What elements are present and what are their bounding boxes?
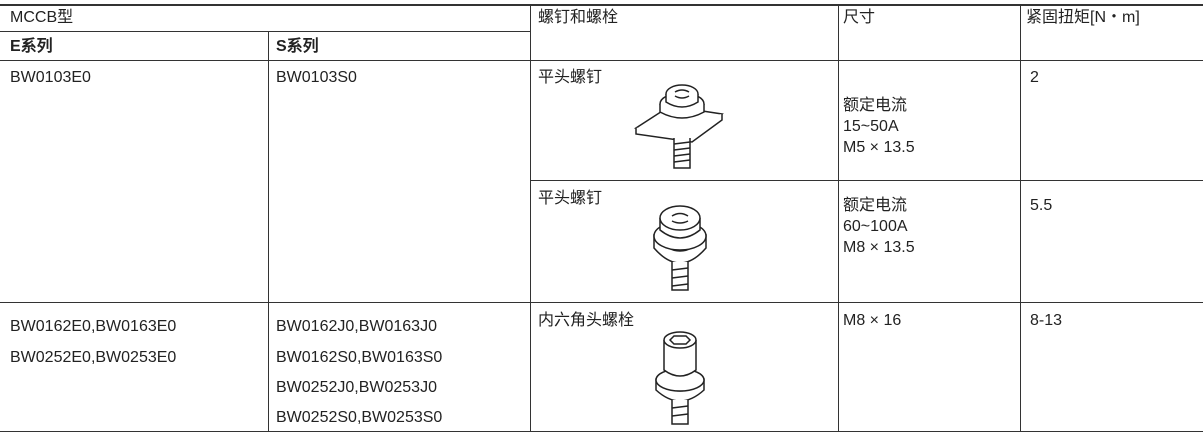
size: 额定电流 <box>843 197 908 214</box>
size: 额定电流 <box>843 97 908 114</box>
rule <box>0 31 530 32</box>
model: BW0162E0,BW0163E0 <box>10 318 177 335</box>
torque: 8-13 <box>1030 312 1063 329</box>
model: BW0252S0,BW0253S0 <box>276 409 443 426</box>
rule <box>530 180 1203 181</box>
screw-name: 平头螺钉 <box>538 69 603 86</box>
header-cell: E系列 <box>10 38 53 55</box>
model: BW0162J0,BW0163J0 <box>276 318 437 335</box>
rule <box>0 60 1203 61</box>
size: M8 × 16 <box>843 312 902 329</box>
screw-name: 内六角头螺栓 <box>538 312 635 329</box>
screw-illustration <box>653 205 707 291</box>
rule <box>1020 5 1021 432</box>
model: BW0252J0,BW0253J0 <box>276 379 437 396</box>
rule <box>0 302 1203 303</box>
size: 15~50A <box>843 118 899 135</box>
screw-illustration <box>633 84 724 169</box>
header-cell: MCCB型 <box>10 9 74 26</box>
model: BW0103E0 <box>10 69 91 86</box>
rule <box>838 5 839 432</box>
size: M5 × 13.5 <box>843 139 915 156</box>
size: 60~100A <box>843 218 908 235</box>
screw-name: 平头螺钉 <box>538 190 603 207</box>
header-cell: 尺寸 <box>843 9 876 26</box>
header-cell: 螺钉和螺栓 <box>538 9 619 26</box>
header-cell: 紧固扭矩[N・m] <box>1026 9 1140 26</box>
torque: 5.5 <box>1030 197 1053 214</box>
rule <box>0 4 1203 6</box>
model: BW0252E0,BW0253E0 <box>10 349 177 366</box>
model: BW0103S0 <box>276 69 357 86</box>
rule <box>268 31 269 432</box>
bolt-illustration <box>655 331 705 425</box>
size: M8 × 13.5 <box>843 239 915 256</box>
header-cell: S系列 <box>276 38 319 55</box>
model: BW0162S0,BW0163S0 <box>276 349 443 366</box>
rule <box>530 5 531 432</box>
torque: 2 <box>1030 69 1039 86</box>
